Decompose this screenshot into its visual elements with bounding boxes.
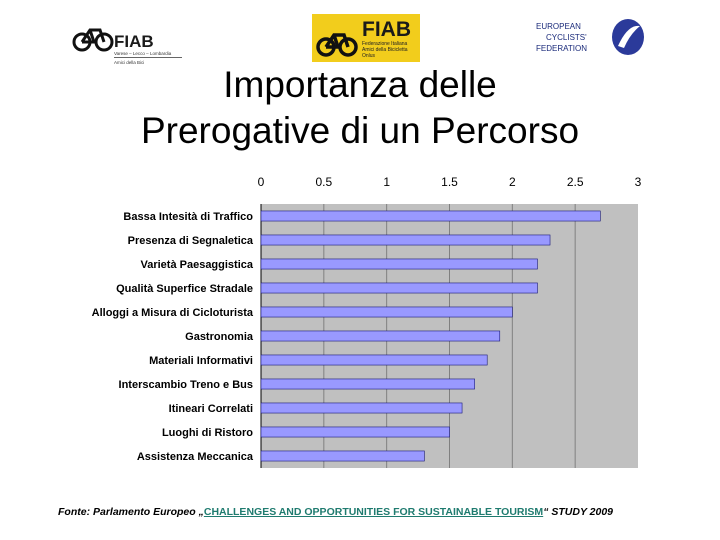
- fiab-center-logo-line2: Amici della Bicicletta: [362, 47, 408, 53]
- category-label: Qualità Superfice Stradale: [116, 283, 253, 295]
- bar: [260, 378, 475, 390]
- category-label: Bassa Intesità di Traffico: [123, 211, 253, 223]
- fiab-left-logo: FIAB Varese – Lecco – Lombardia Amici de…: [70, 18, 185, 66]
- bar: [260, 450, 425, 462]
- source-footnote: Fonte: Parlamento Europeo „CHALLENGES AN…: [58, 506, 613, 518]
- category-label: Itineari Correlati: [169, 403, 253, 415]
- bicycle-icon: [316, 33, 358, 57]
- fiab-center-logo: FIAB Federazione Italiana Amici della Bi…: [312, 14, 420, 62]
- x-tick-label: 0: [258, 175, 265, 189]
- x-tick-label: 1: [383, 175, 390, 189]
- cyclist-emblem-icon: [612, 19, 644, 55]
- bar: [260, 306, 513, 318]
- fiab-left-logo-line1: Varese – Lecco – Lombardia: [114, 51, 172, 56]
- bar: [260, 426, 450, 438]
- bar: [260, 258, 538, 270]
- bar: [260, 234, 551, 246]
- category-label: Presenza di Segnaletica: [128, 235, 254, 247]
- bar: [260, 402, 463, 414]
- category-label: Materiali Informativi: [149, 355, 253, 367]
- importance-bar-chart: 0 0.5 1 1.5 2 2.5 3 Bassa Intesità di Traffico…: [92, 175, 642, 468]
- category-label: Gastronomia: [185, 331, 254, 343]
- title-line-2: Prerogative di un Percorso: [140, 110, 580, 151]
- fiab-left-logo-name: FIAB: [114, 32, 154, 51]
- fiab-left-logo-line2: Amici della Bici: [114, 60, 144, 65]
- ecf-logo: EUROPEAN CYCLISTS' FEDERATION: [532, 16, 648, 58]
- ecf-logo-line1: EUROPEAN: [536, 22, 581, 31]
- bar: [260, 354, 488, 366]
- source-suffix: “ STUDY 2009: [543, 506, 614, 518]
- ecf-logo-line3: FEDERATION: [536, 44, 587, 53]
- title-line-1: Importanza delle: [223, 64, 497, 105]
- fiab-center-logo-name: FIAB: [362, 18, 411, 41]
- x-tick-label: 1.5: [441, 175, 458, 189]
- source-prefix: Fonte: Parlamento Europeo „: [58, 506, 204, 518]
- bicycle-icon: [72, 28, 114, 52]
- fiab-center-logo-line3: Onlus: [362, 53, 376, 59]
- bar: [260, 330, 501, 342]
- slide-title: Importanza delle Prerogative di un Perco…: [0, 62, 720, 154]
- x-tick-label: 0.5: [315, 175, 332, 189]
- ecf-logo-line2: CYCLISTS': [546, 33, 587, 42]
- category-label: Alloggi a Misura di Cicloturista: [92, 307, 254, 319]
- category-label: Luoghi di Ristoro: [162, 427, 253, 439]
- x-tick-label: 2.5: [567, 175, 584, 189]
- x-tick-label: 3: [635, 175, 642, 189]
- bar: [260, 282, 538, 294]
- x-tick-label: 2: [509, 175, 516, 189]
- fiab-center-logo-line1: Federazione Italiana: [362, 41, 408, 47]
- category-label: Interscambio Treno e Bus: [119, 379, 253, 391]
- category-label: Assistenza Meccanica: [137, 451, 254, 463]
- bar: [260, 210, 601, 222]
- category-label: Varietà Paesaggistica: [140, 259, 253, 271]
- source-study-link[interactable]: CHALLENGES AND OPPORTUNITIES FOR SUSTAIN…: [203, 506, 544, 518]
